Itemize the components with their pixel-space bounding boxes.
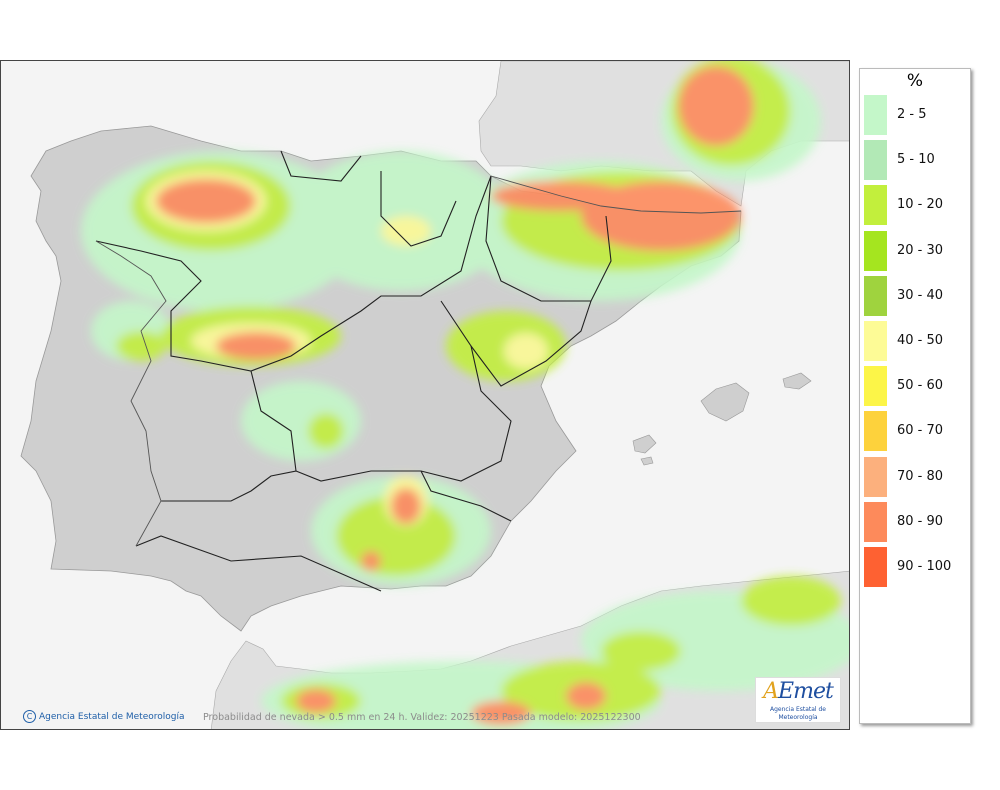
region-borders <box>95 150 612 592</box>
credit-text: Agencia Estatal de Meteorología <box>39 712 185 722</box>
legend-swatch <box>864 95 887 135</box>
land-ibiza <box>632 434 657 454</box>
legend-swatch <box>864 547 887 587</box>
legend-label: 5 - 10 <box>897 152 935 168</box>
legend-label: 20 - 30 <box>897 242 944 258</box>
legend-label: 90 - 100 <box>897 559 952 574</box>
land-menorca <box>782 372 812 390</box>
legend-swatch <box>864 501 887 542</box>
legend-label: 70 - 80 <box>897 468 944 484</box>
map-caption: Probabilidad de nevada > 0.5 mm en 24 h.… <box>203 712 641 723</box>
agency-credit: C Agencia Estatal de Meteorología <box>23 710 185 723</box>
country-borders <box>95 175 742 547</box>
legend-label: 10 - 20 <box>897 197 944 213</box>
legend-label: 40 - 50 <box>897 333 944 348</box>
legend-label: 30 - 40 <box>897 287 944 303</box>
legend-swatch <box>864 411 887 452</box>
legend-swatch <box>864 366 887 407</box>
legend-label: 60 - 70 <box>897 423 944 439</box>
copyright-icon: C <box>23 710 36 723</box>
legend-swatch <box>864 321 887 361</box>
legend-unit: % <box>906 71 924 91</box>
land-mallorca <box>700 382 750 422</box>
aemet-logo: AEmet Agencia Estatal de Meteorología <box>755 677 841 723</box>
legend-panel: % 2 - 5 5 - 10 10 - 20 20 - 30 30 - 40 40 - 5… <box>859 68 971 724</box>
land-formentera <box>640 456 654 466</box>
forecast-map: C Agencia Estatal de Meteorología Probabi… <box>0 60 850 730</box>
legend-swatch <box>864 230 887 271</box>
legend-swatch <box>864 140 887 181</box>
legend-swatch <box>864 275 887 316</box>
aemet-logo-mark: AEmet <box>763 679 834 704</box>
probability-field <box>81 61 849 729</box>
legend-label: 2 - 5 <box>897 107 927 122</box>
legend-swatch <box>864 185 887 226</box>
legend-label: 50 - 60 <box>897 378 944 394</box>
aemet-logo-subtext: Agencia Estatal de Meteorología <box>769 706 826 721</box>
legend-swatch <box>864 456 887 497</box>
legend-label: 80 - 90 <box>897 513 944 529</box>
map-canvas <box>1 61 849 729</box>
